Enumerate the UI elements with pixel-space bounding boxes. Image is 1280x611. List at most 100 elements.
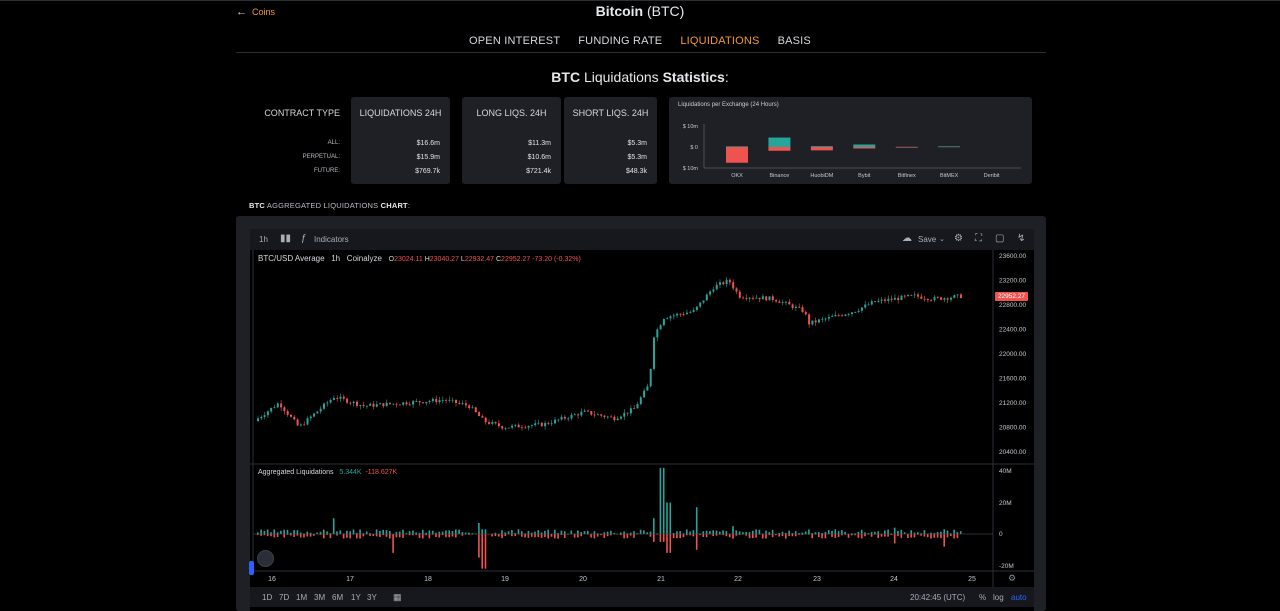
range-3y[interactable]: 3Y (367, 593, 377, 602)
tab-liquidations[interactable]: LIQUIDATIONS (680, 35, 760, 47)
liq-bar-short (494, 534, 497, 537)
liq-bar-long (501, 530, 503, 534)
liq-bar-short (405, 534, 408, 535)
candle-body (715, 284, 718, 290)
save-button[interactable]: Save (918, 235, 937, 244)
range-1y[interactable]: 1Y (351, 593, 361, 602)
back-link[interactable]: ← Coins (236, 6, 275, 17)
liq-bar-long (560, 530, 563, 534)
candle-body (352, 401, 355, 403)
liq-bar-short (418, 534, 421, 539)
liq-bar-long (521, 531, 523, 534)
cloud-icon-button[interactable] (257, 550, 274, 567)
candle-body (785, 301, 787, 303)
agg-chart-title: BTC AGGREGATED LIQUIDATIONS CHART: (249, 201, 410, 210)
stats-title-colon: : (724, 69, 729, 85)
candle-body (527, 426, 530, 428)
liq-bar-short (917, 534, 919, 535)
candlestick-chart-svg[interactable]: 23600.00 23200.00 22800.00 22400.00 22000.00… (250, 229, 1034, 611)
liq-bar-long (851, 533, 853, 534)
liq-bar-short (699, 534, 701, 536)
liq-bar-long (408, 531, 411, 534)
candle-body (682, 314, 685, 315)
gear-icon[interactable]: ⚙ (954, 233, 963, 244)
range-7d[interactable]: 7D (279, 593, 290, 602)
liq-bar-long (349, 531, 351, 534)
candle-body (557, 419, 560, 421)
liq-bar-short (336, 534, 338, 536)
auto-toggle[interactable]: auto (1011, 593, 1027, 602)
range-1m[interactable]: 1M (296, 593, 308, 602)
liq-bar-long (583, 531, 586, 534)
liq-bar-long (471, 533, 474, 534)
candle-body (573, 414, 576, 416)
liq-bar-short (329, 534, 332, 539)
liq-bar-short (884, 534, 886, 537)
fullscreen-icon[interactable]: ⛶ (975, 233, 982, 244)
calendar-icon[interactable]: ▦ (393, 592, 402, 602)
liq-bar-long (405, 533, 408, 534)
liq-bar-short (722, 534, 724, 536)
price-tick: 23600.00 (999, 253, 1026, 260)
candle-body (847, 314, 850, 315)
liq-bar-long (451, 531, 454, 534)
chevron-down-icon[interactable]: ⌄ (939, 236, 945, 243)
exchange-chart-svg: $ 10m $ 0 $ 10m OKX Binance HuobiDM Bybit Bitfi… (683, 124, 1021, 179)
side-panel-handle[interactable] (249, 561, 254, 575)
range-6m[interactable]: 6M (332, 593, 344, 602)
candle-body (435, 398, 438, 403)
date-tick: 18 (424, 576, 432, 583)
candle-body (570, 414, 573, 419)
liq-bar-short (880, 534, 883, 537)
percent-toggle[interactable]: % (979, 593, 987, 602)
tab-funding-rate[interactable]: FUNDING RATE (578, 35, 663, 47)
candle-body (389, 402, 391, 404)
candle-body (342, 396, 345, 399)
liq-bar-long (676, 531, 678, 534)
sub-legend: Aggregated Liquidations 5.344K -118.627K (258, 469, 397, 476)
log-toggle[interactable]: log (993, 593, 1004, 602)
candle-body (801, 307, 804, 312)
liq-bar-short (910, 534, 912, 538)
camera-icon[interactable]: ▢ (995, 233, 1005, 244)
indicators-button[interactable]: Indicators (314, 235, 349, 244)
range-3m[interactable]: 3M (314, 593, 326, 602)
range-1d[interactable]: 1D (262, 593, 273, 602)
liq-bar-long (959, 531, 962, 534)
candle-body (712, 289, 715, 292)
liq-bar-long (811, 533, 813, 534)
card-value: $5.3m (627, 140, 647, 147)
liq-bar-short (534, 534, 536, 538)
liq-bar-long (771, 529, 774, 534)
candle-body (379, 403, 382, 405)
liq-bar-long (283, 529, 285, 534)
candle-body (814, 320, 817, 323)
liq-bar-long (705, 530, 708, 534)
liq-bar-short (389, 534, 391, 539)
candle-body (702, 300, 705, 303)
liq-bar-long (435, 532, 437, 534)
candles-icon[interactable]: ▮▮ (280, 233, 292, 244)
tradingview-chart[interactable]: 23600.00 23200.00 22800.00 22400.00 22000.00… (250, 229, 1034, 611)
interval-button[interactable]: 1h (259, 235, 268, 244)
fx-icon[interactable]: ƒ (301, 233, 307, 244)
ohlc-c-label: C (495, 256, 502, 263)
tab-basis[interactable]: BASIS (777, 35, 811, 47)
liq-bar-short (257, 534, 259, 536)
liq-bar-short (765, 534, 767, 539)
liq-bar-short (913, 534, 916, 538)
liq-bar-short (610, 534, 612, 536)
candle-body (587, 410, 589, 412)
liq-bar-long (659, 467, 662, 534)
lightning-icon[interactable]: ↯ (1017, 233, 1026, 244)
candle-body (329, 399, 332, 403)
tab-open-interest[interactable]: OPEN INTEREST (469, 35, 561, 47)
liq-bar-short (821, 534, 823, 539)
liq-bar-short (728, 534, 731, 538)
liq-bar-short (761, 534, 764, 539)
stats-title-coin: BTC (551, 69, 581, 85)
exch-bar-short (768, 147, 791, 151)
liq-bar-short (732, 534, 734, 539)
candle-body (481, 416, 484, 418)
liq-bar-short (537, 534, 540, 538)
